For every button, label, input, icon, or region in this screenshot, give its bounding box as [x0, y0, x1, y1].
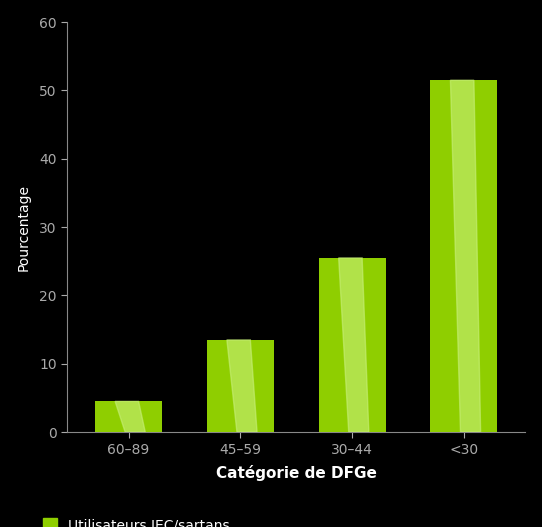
Polygon shape: [227, 340, 257, 432]
Bar: [207, 340, 274, 432]
Legend: Utilisateurs IEC/sartans: Utilisateurs IEC/sartans: [37, 513, 235, 527]
Y-axis label: Pourcentage: Pourcentage: [17, 183, 31, 271]
Polygon shape: [339, 258, 369, 432]
X-axis label: Catégorie de DFGe: Catégorie de DFGe: [216, 465, 377, 481]
Bar: [430, 80, 498, 432]
Bar: [319, 258, 385, 432]
Bar: [95, 402, 162, 432]
Polygon shape: [115, 402, 145, 432]
Polygon shape: [450, 80, 481, 432]
